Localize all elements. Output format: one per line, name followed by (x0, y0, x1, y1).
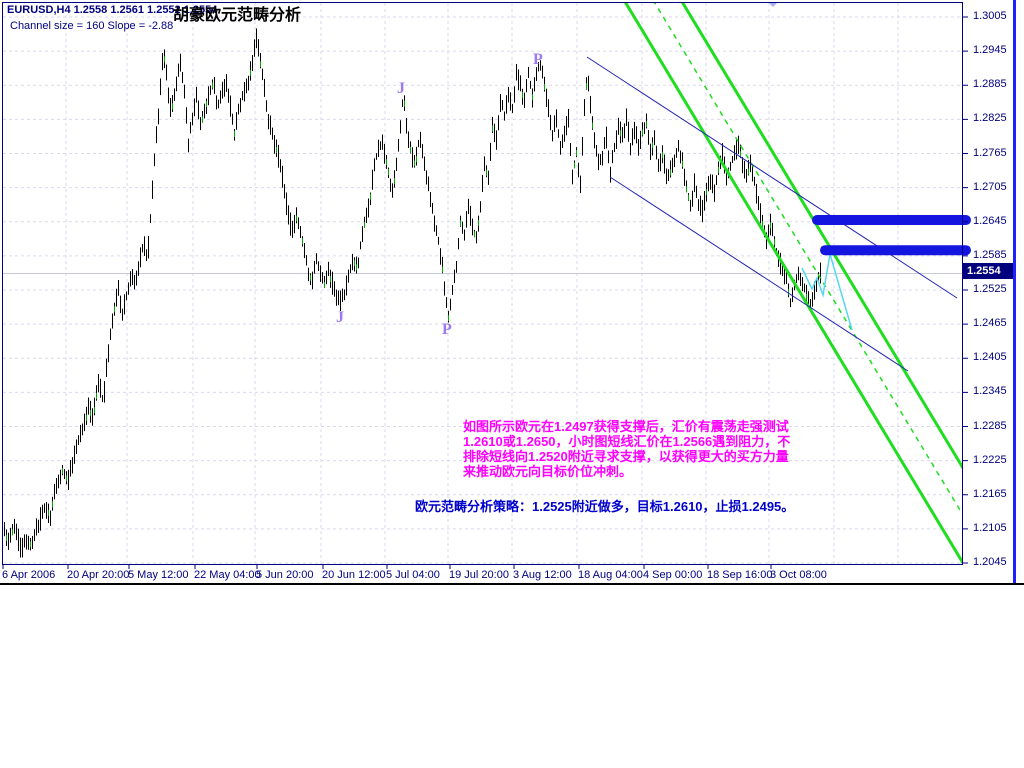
window-bottom-edge (0, 583, 1024, 585)
strategy-annotation: 欧元范畴分析策略：1.2525附近做多，目标1.2610，止损1.2495。 (415, 499, 795, 514)
page-title: 胡豪欧元范畴分析 (173, 7, 302, 24)
price-axis-label: 1.2705 (973, 180, 1007, 193)
green-channel-left[interactable] (623, 0, 963, 564)
time-axis-label: 5 Jul 04:00 (386, 569, 440, 581)
price-axis-label: 1.3005 (973, 10, 1007, 22)
time-axis-label: 20 Jun 12:00 (322, 569, 386, 581)
price-axis-label: 1.2165 (973, 487, 1007, 500)
price-axis-label: 1.2645 (973, 214, 1007, 227)
time-axis-label: 18 Aug 04:00 (578, 569, 643, 581)
price-axis-label: 1.2825 (973, 112, 1007, 125)
price-axis-label: 1.2105 (973, 521, 1007, 534)
wave-letter: P (442, 321, 452, 338)
price-axis-label: 1.2885 (973, 78, 1007, 91)
wave-letter: J (336, 309, 344, 326)
symbol-ohlc-readout: EURUSD,H4 1.2558 1.2561 1.2552 1.2554 (7, 4, 218, 16)
time-axis-label: 18 Sep 16:00 (707, 569, 773, 581)
time-axis-label: 3 Aug 12:00 (513, 569, 572, 581)
green-channel-right[interactable] (680, 0, 963, 469)
top-triangle-marker (768, 2, 778, 7)
blue-channel-lower[interactable] (609, 176, 909, 372)
price-axis-label: 1.2585 (973, 248, 1007, 261)
plot-border (2, 2, 963, 565)
price-axis-label: 1.2045 (973, 556, 1007, 568)
time-axis-label: 6 Apr 2006 (2, 569, 56, 581)
price-axis-label: 1.2945 (973, 44, 1007, 57)
price-axis-label: 1.2225 (973, 453, 1007, 466)
window-right-edge (1013, 0, 1016, 583)
channel-info-readout: Channel size = 160 Slope = -2.88 (10, 20, 174, 32)
blue-channel-upper[interactable] (586, 56, 958, 299)
time-axis-label: 20 Apr 20:00 (67, 569, 130, 581)
price-axis-label: 1.2405 (973, 351, 1007, 364)
price-axis-label: 1.2345 (973, 385, 1007, 398)
green-channel-mid[interactable] (653, 0, 963, 516)
current-price-badge: 1.2554 (962, 263, 1013, 279)
cyan-forecast-zigzag[interactable] (801, 253, 853, 331)
analysis-annotation: 如图所示欧元在1.2497获得支撑后，汇价有震荡走强测试 1.2610或1.26… (463, 419, 791, 479)
wave-letter: J (397, 80, 405, 97)
chart-canvas[interactable] (0, 0, 1024, 585)
time-axis-label: 19 Jul 20:00 (449, 569, 509, 581)
time-axis-label: 5 Jun 20:00 (256, 569, 314, 581)
time-axis-label: 4 Sep 00:00 (643, 569, 703, 581)
plot-area[interactable] (2, 0, 963, 564)
time-axis-label: 3 Oct 08:00 (770, 569, 827, 581)
wave-letter: P (533, 51, 543, 68)
price-axis-label: 1.2525 (973, 283, 1007, 295)
price-axis-label: 1.2765 (973, 146, 1007, 159)
time-axis-label: 22 May 04:00 (194, 569, 261, 581)
price-axis-label: 1.2465 (973, 317, 1007, 330)
time-axis-label: 5 May 12:00 (128, 569, 189, 581)
price-axis-label: 1.2285 (973, 419, 1007, 432)
